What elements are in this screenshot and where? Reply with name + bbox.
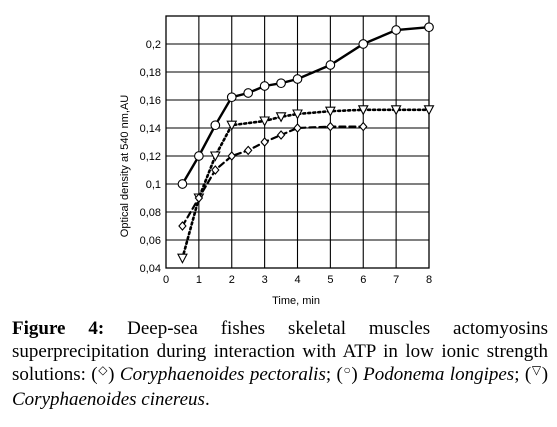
data-point — [358, 39, 369, 49]
chart: 0 1 2 3 4 5 6 7 8 0,04 0,06 0,08 0,1 0,12 0,14 0,16 0,18… — [119, 15, 435, 307]
data-point — [325, 60, 336, 70]
data-point — [177, 179, 188, 189]
y-tick-label: 0,18 — [140, 67, 161, 79]
data-point — [194, 193, 204, 203]
data-point — [326, 121, 335, 132]
data-point — [275, 112, 287, 123]
data-point — [178, 221, 187, 231]
grid — [165, 15, 430, 269]
species-coryphaenoides-cinereus: Coryphaenoides cinereus — [12, 389, 205, 410]
data-point — [243, 145, 253, 156]
series-line — [181, 125, 365, 228]
caption-text-1: Deep-sea fishes skeletal muscles actomyo… — [12, 318, 548, 385]
data-point — [276, 78, 286, 89]
series-diamond — [178, 121, 368, 231]
figure-caption: Figure 4: Deep-sea fishes skeletal muscl… — [12, 317, 548, 411]
triangle-down-icon: ▽ — [531, 363, 542, 377]
x-tick-label: 6 — [360, 274, 366, 286]
y-axis-label: Optical density at 540 nm,AU — [119, 95, 131, 238]
caption-text-2: ) — [108, 364, 120, 385]
x-tick-label: 7 — [393, 274, 399, 286]
caption-text-3: ; ( — [325, 364, 343, 385]
data-point — [209, 151, 221, 162]
caption-text-5: ; ( — [514, 364, 532, 385]
y-tick-label: 0,2 — [146, 39, 161, 51]
data-point — [226, 92, 237, 103]
data-point — [194, 151, 204, 161]
x-tick-label: 5 — [327, 274, 333, 286]
x-tick-label: 4 — [294, 274, 300, 286]
data-point — [357, 105, 369, 116]
data-point — [243, 88, 254, 98]
series-group — [177, 22, 435, 264]
y-tick-label: 0,14 — [140, 123, 161, 135]
data-point — [227, 151, 236, 161]
data-point — [359, 121, 368, 132]
data-point — [390, 105, 402, 116]
tick-labels: 0 1 2 3 4 5 6 7 8 0,04 0,06 0,08 0,1 0,12 0,14 0,16 0,18… — [140, 39, 432, 286]
y-tick-label: 0,1 — [146, 179, 161, 191]
data-point — [226, 120, 238, 131]
data-point — [292, 109, 303, 120]
caption-text-6: ) — [541, 364, 549, 385]
data-point — [423, 105, 435, 116]
data-point — [177, 253, 188, 264]
series-line — [181, 26, 431, 186]
caption-label: Figure 4: — [12, 318, 105, 339]
x-tick-label: 3 — [262, 274, 268, 286]
data-point — [424, 22, 434, 33]
data-point — [292, 74, 303, 84]
diamond-icon: ◇ — [97, 363, 109, 377]
y-tick-label: 0,12 — [140, 151, 161, 163]
x-axis-label: Time, min — [272, 295, 320, 307]
species-podonema-longipes: Podonema longipes — [363, 364, 515, 385]
data-point — [391, 25, 401, 35]
data-point — [293, 123, 302, 133]
y-tick-label: 0,16 — [140, 95, 161, 107]
circle-icon: ○ — [342, 363, 352, 377]
data-point — [276, 130, 286, 140]
x-tick-label: 0 — [163, 274, 169, 286]
y-tick-label: 0,04 — [140, 263, 161, 275]
species-coryphaenoides-pectoralis: Coryphaenoides pectoralis — [119, 364, 326, 385]
data-point — [324, 106, 336, 117]
y-tick-label: 0,06 — [140, 235, 161, 247]
data-point — [260, 137, 269, 147]
data-point — [210, 120, 221, 131]
x-tick-label: 8 — [426, 274, 432, 286]
data-point — [259, 116, 271, 127]
x-tick-label: 2 — [229, 274, 235, 286]
data-point — [211, 165, 220, 175]
series-circle — [177, 22, 434, 189]
caption-text-7: . — [204, 389, 210, 410]
data-point — [259, 81, 270, 91]
x-tick-label: 1 — [196, 274, 202, 286]
caption-text-4: ) — [351, 364, 364, 385]
y-tick-label: 0,08 — [140, 207, 161, 219]
